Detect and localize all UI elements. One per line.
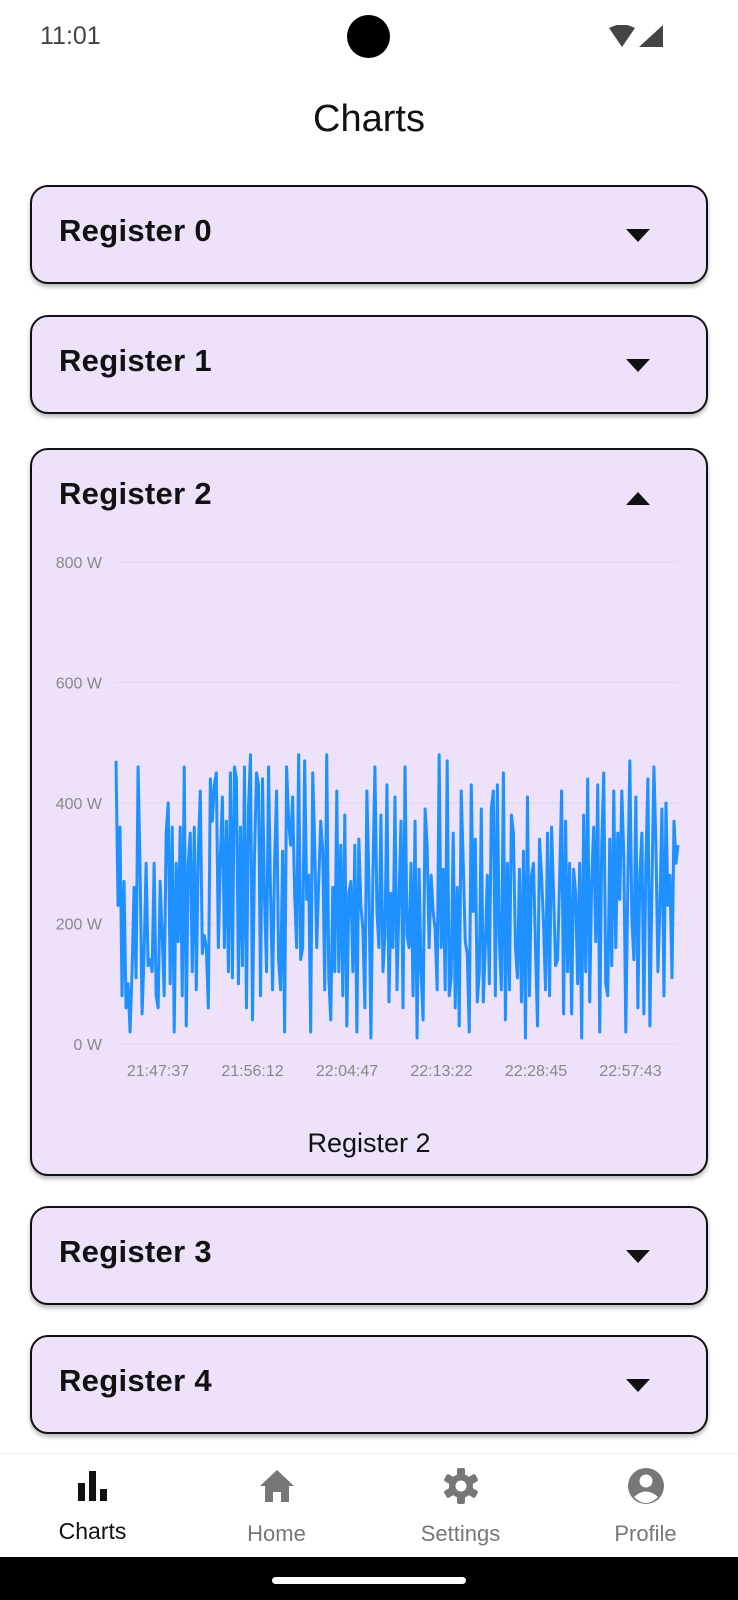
y-tick-label: 400 W [56, 796, 103, 813]
chevron-down-icon[interactable] [626, 1250, 650, 1263]
nav-label-charts: Charts [58, 1518, 127, 1544]
register-title: Register 3 [59, 1234, 212, 1269]
signal-icons [609, 25, 663, 47]
y-tick-label: 800 W [56, 555, 103, 572]
x-tick-label: 22:04:47 [316, 1063, 378, 1080]
chevron-down-icon[interactable] [626, 229, 650, 242]
chevron-down-icon[interactable] [626, 359, 650, 372]
gear-icon [444, 1468, 478, 1504]
page-title: Charts [313, 98, 425, 140]
power-line-chart: 0 W 200 W 400 W 600 W 800 W 21:47:37 21:56:12 2… [56, 555, 680, 1080]
series-line [114, 753, 680, 1040]
register-panel-1[interactable]: Register 1 [30, 315, 708, 414]
home-icon [260, 1470, 294, 1502]
register-panel-0[interactable]: Register 0 [30, 185, 708, 284]
chevron-down-icon[interactable] [626, 1379, 650, 1392]
nav-item-charts[interactable]: Charts [0, 1454, 185, 1558]
register-panel-2[interactable]: Register 2 0 W 200 W 400 W 600 W 800 W 21:47:… [30, 448, 708, 1176]
nav-item-profile[interactable]: Profile [553, 1454, 738, 1558]
register-title: Register 1 [59, 343, 212, 378]
nav-item-settings[interactable]: Settings [368, 1454, 553, 1558]
register-title: Register 0 [59, 213, 212, 248]
chevron-up-icon[interactable] [626, 492, 650, 505]
wifi-icon [609, 25, 635, 47]
x-tick-label: 22:57:43 [599, 1063, 661, 1080]
nav-label-profile: Profile [614, 1521, 677, 1546]
account-circle-icon [628, 1468, 664, 1504]
x-tick-label: 22:28:45 [505, 1063, 567, 1080]
register-panel-3[interactable]: Register 3 [30, 1206, 708, 1305]
x-tick-label: 21:56:12 [221, 1063, 283, 1080]
home-gesture-handle[interactable] [272, 1577, 466, 1584]
nav-label-home: Home [247, 1521, 306, 1546]
nav-item-home[interactable]: Home [184, 1454, 369, 1558]
nav-label-settings: Settings [420, 1521, 501, 1546]
camera-cutout [347, 15, 390, 58]
y-tick-label: 0 W [74, 1037, 103, 1054]
x-tick-label: 22:13:22 [410, 1063, 472, 1080]
register-title: Register 4 [59, 1363, 212, 1398]
y-tick-label: 600 W [56, 676, 103, 693]
y-tick-label: 200 W [56, 917, 103, 934]
bar-chart-icon [78, 1471, 107, 1501]
chart-title: Register 2 [307, 1128, 431, 1158]
register-title: Register 2 [59, 476, 212, 511]
status-bar: 11:01 [0, 0, 738, 76]
x-tick-label: 21:47:37 [127, 1063, 189, 1080]
status-time: 11:01 [40, 22, 101, 50]
cellular-signal-icon [639, 25, 663, 47]
register-panel-4[interactable]: Register 4 [30, 1335, 708, 1434]
bottom-navigation: Charts Home Settings Profile [0, 1453, 738, 1558]
